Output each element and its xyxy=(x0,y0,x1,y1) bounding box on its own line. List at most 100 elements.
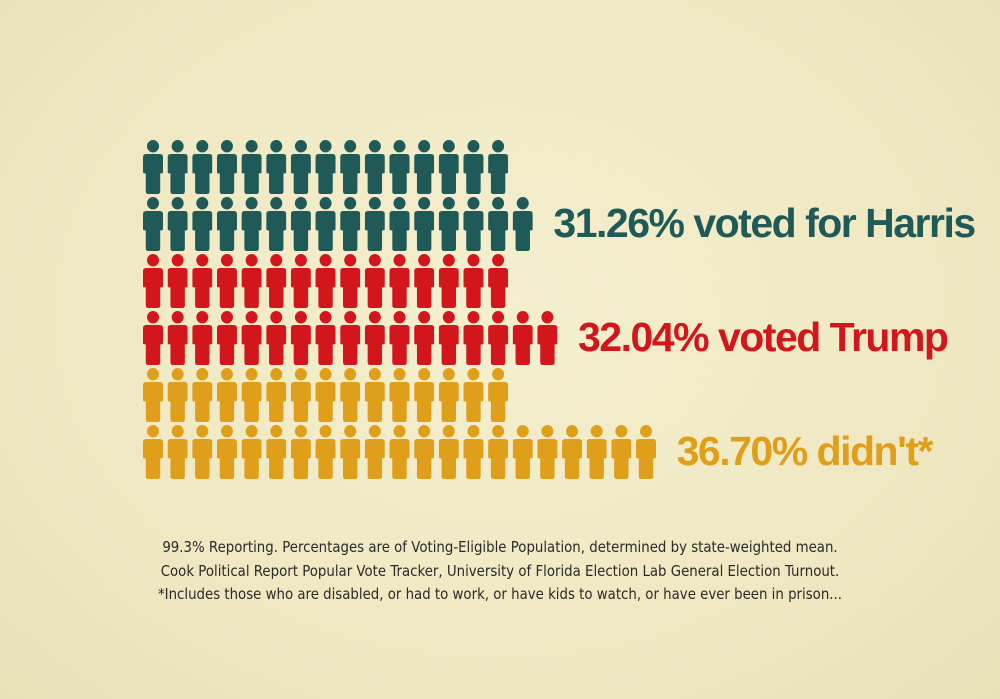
person-icon xyxy=(512,197,533,251)
person-icon xyxy=(167,425,188,479)
person-icon xyxy=(143,197,163,251)
person-icon xyxy=(586,425,607,479)
person-icon xyxy=(537,425,558,479)
person-icon xyxy=(389,425,410,479)
series-1-icons xyxy=(143,140,533,251)
person-icon xyxy=(414,368,435,422)
person-icon xyxy=(167,368,188,422)
person-icon xyxy=(167,140,188,194)
person-icon xyxy=(216,368,237,422)
person-icon xyxy=(143,140,163,194)
person-icon xyxy=(290,368,311,422)
person-icon xyxy=(488,140,509,194)
footnote-line-1: 99.3% Reporting. Percentages are of Voti… xyxy=(162,538,838,556)
person-icon xyxy=(192,311,213,365)
series-3-label: 36.70% didn't* xyxy=(677,428,934,474)
person-icon xyxy=(438,425,459,479)
person-icon xyxy=(192,197,213,251)
person-icon xyxy=(463,254,484,308)
person-icon xyxy=(636,425,656,479)
person-icon xyxy=(512,311,533,365)
person-icon xyxy=(537,311,558,365)
person-icon xyxy=(611,425,632,479)
person-icon xyxy=(290,254,311,308)
person-icon xyxy=(414,197,435,251)
person-icon xyxy=(414,311,435,365)
person-icon xyxy=(315,311,336,365)
person-icon xyxy=(266,425,287,479)
person-icon xyxy=(438,140,459,194)
person-icon xyxy=(562,425,583,479)
person-icon xyxy=(340,368,361,422)
person-icon xyxy=(290,311,311,365)
person-icon xyxy=(216,254,237,308)
person-icon xyxy=(216,140,237,194)
person-icon xyxy=(143,254,163,308)
person-icon xyxy=(364,368,385,422)
person-icon xyxy=(241,254,262,308)
person-icon xyxy=(192,140,213,194)
person-icon xyxy=(241,140,262,194)
person-icon xyxy=(463,368,484,422)
footnote-line-3: *Includes those who are disabled, or had… xyxy=(158,585,842,603)
person-icon xyxy=(315,368,336,422)
person-icon xyxy=(389,140,410,194)
person-icon xyxy=(241,197,262,251)
person-icon xyxy=(340,425,361,479)
person-icon xyxy=(340,197,361,251)
person-icon xyxy=(414,140,435,194)
person-icon xyxy=(167,197,188,251)
series-2-icons xyxy=(143,254,558,365)
person-icon xyxy=(389,254,410,308)
person-icon xyxy=(167,254,188,308)
person-icon xyxy=(167,311,188,365)
person-icon xyxy=(364,197,385,251)
series-2-label: 32.04% voted Trump xyxy=(578,314,948,360)
person-icon xyxy=(266,254,287,308)
person-icon xyxy=(216,425,237,479)
person-icon xyxy=(290,197,311,251)
person-icon xyxy=(463,140,484,194)
person-icon xyxy=(389,197,410,251)
person-icon xyxy=(192,425,213,479)
person-icon xyxy=(488,368,509,422)
person-icon xyxy=(143,311,163,365)
series-1-label: 31.26% voted for Harris xyxy=(553,200,975,246)
person-icon xyxy=(241,368,262,422)
person-icon xyxy=(340,140,361,194)
person-icon xyxy=(512,425,533,479)
person-icon xyxy=(414,254,435,308)
person-icon xyxy=(315,197,336,251)
person-icon xyxy=(340,311,361,365)
person-icon xyxy=(438,254,459,308)
person-icon xyxy=(364,140,385,194)
footnote: 99.3% Reporting. Percentages are of Voti… xyxy=(0,536,1000,607)
person-icon xyxy=(266,368,287,422)
person-icon xyxy=(414,425,435,479)
person-icon xyxy=(315,254,336,308)
person-icon xyxy=(192,368,213,422)
person-icon xyxy=(192,254,213,308)
person-icon xyxy=(143,425,163,479)
person-icon xyxy=(290,140,311,194)
person-icon xyxy=(241,425,262,479)
person-icon xyxy=(463,197,484,251)
person-icon xyxy=(315,425,336,479)
person-icon xyxy=(463,311,484,365)
person-icon xyxy=(488,311,509,365)
person-icon xyxy=(488,254,509,308)
person-icon xyxy=(488,197,509,251)
person-icon xyxy=(389,368,410,422)
person-icon xyxy=(266,311,287,365)
person-icon xyxy=(266,197,287,251)
person-icon xyxy=(315,140,336,194)
person-icon xyxy=(216,197,237,251)
pictograph-chart: 31.26% voted for Harris 32.04% voted Trum… xyxy=(143,140,977,479)
series-labels: 31.26% voted for Harris 32.04% voted Trum… xyxy=(553,200,976,474)
person-icon xyxy=(290,425,311,479)
person-icon xyxy=(143,368,163,422)
person-icon xyxy=(438,311,459,365)
person-icon xyxy=(488,425,509,479)
series-3-icons xyxy=(143,368,656,479)
person-icon xyxy=(438,368,459,422)
